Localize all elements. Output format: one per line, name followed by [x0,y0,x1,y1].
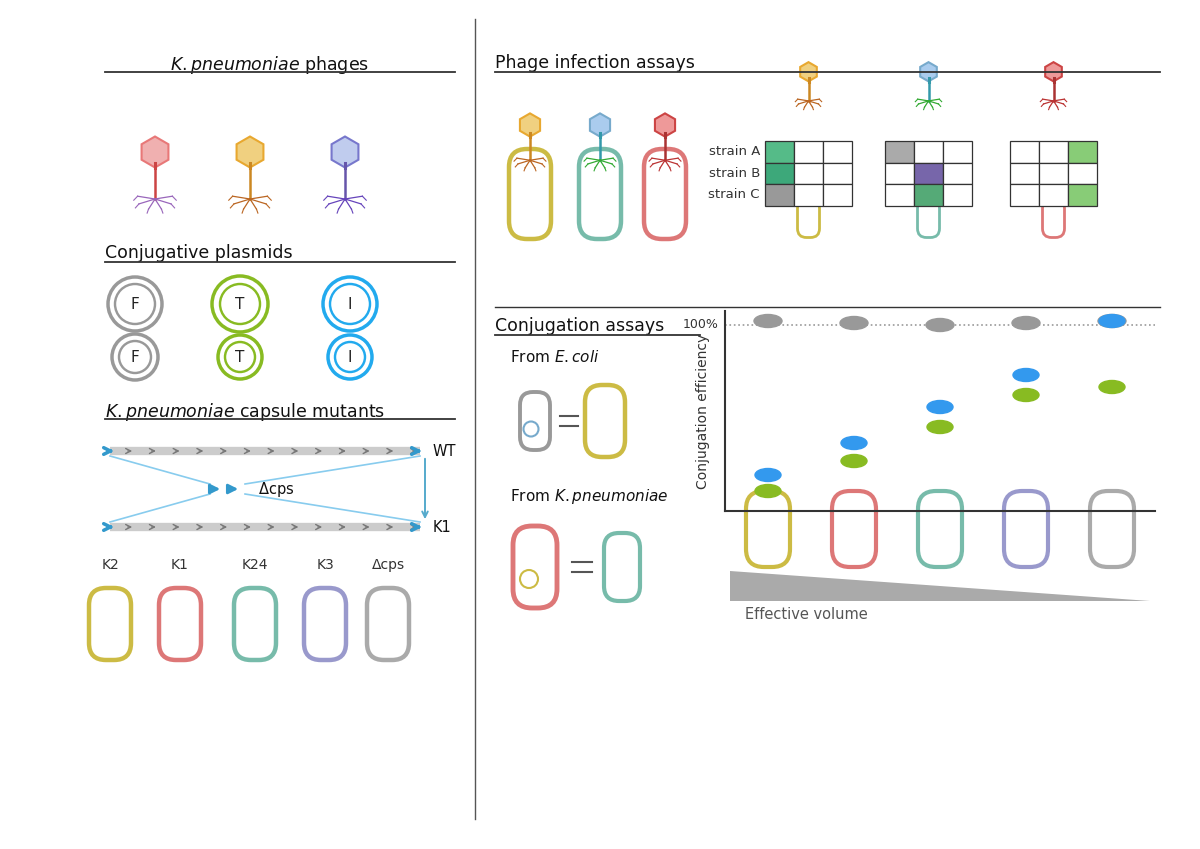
Text: From $\it{E. coli}$: From $\it{E. coli}$ [510,349,600,365]
Polygon shape [520,114,540,137]
Bar [823,141,852,162]
Text: strain B: strain B [709,166,760,180]
Ellipse shape [841,436,868,449]
Ellipse shape [755,469,781,481]
Bar [886,162,914,184]
FancyBboxPatch shape [1090,491,1134,567]
FancyBboxPatch shape [918,491,962,567]
Ellipse shape [1013,389,1039,402]
Polygon shape [236,137,264,167]
Text: K1: K1 [172,558,188,572]
Text: I: I [348,350,353,364]
FancyBboxPatch shape [604,533,640,601]
Bar [914,141,943,162]
FancyBboxPatch shape [746,491,790,567]
Bar [943,184,972,205]
Text: $\it{K. pneumoniae}$ phages: $\it{K. pneumoniae}$ phages [170,54,368,76]
Bar [823,162,852,184]
FancyBboxPatch shape [520,392,550,450]
FancyBboxPatch shape [918,200,940,238]
Bar [1039,162,1068,184]
Bar [794,184,823,205]
Ellipse shape [1099,380,1126,393]
Polygon shape [730,571,1150,601]
Text: strain C: strain C [708,188,760,201]
Text: K3: K3 [316,558,334,572]
Bar [1010,141,1039,162]
Bar [1010,184,1039,205]
Bar [1010,162,1039,184]
FancyBboxPatch shape [1004,491,1048,567]
Ellipse shape [754,314,782,328]
Bar [794,162,823,184]
Bar [823,184,852,205]
FancyBboxPatch shape [158,588,202,660]
Text: Conjugation efficiency: Conjugation efficiency [696,334,710,489]
Text: $\it{K. pneumoniae}$ capsule mutants: $\it{K. pneumoniae}$ capsule mutants [106,401,385,423]
FancyBboxPatch shape [586,385,625,457]
Text: 100%: 100% [683,318,719,331]
Bar [886,184,914,205]
FancyBboxPatch shape [304,588,346,660]
Bar [1039,141,1068,162]
Polygon shape [920,62,937,82]
FancyBboxPatch shape [1043,200,1064,238]
Text: Effective volume: Effective volume [745,607,868,622]
Bar [943,162,972,184]
FancyBboxPatch shape [234,588,276,660]
Text: T: T [235,350,245,364]
Text: Conjugative plasmids: Conjugative plasmids [106,244,293,262]
FancyBboxPatch shape [89,588,131,660]
Ellipse shape [926,318,954,331]
Text: From $\it{K. pneumoniae}$: From $\it{K. pneumoniae}$ [510,487,668,506]
Polygon shape [331,137,359,167]
Bar [794,141,823,162]
Bar [886,141,914,162]
Text: K24: K24 [241,558,269,572]
Ellipse shape [1012,317,1040,329]
Text: F: F [131,350,139,364]
Ellipse shape [755,485,781,498]
Ellipse shape [1099,314,1126,328]
Bar [943,141,972,162]
Polygon shape [1045,62,1062,82]
FancyBboxPatch shape [514,526,557,608]
Polygon shape [590,114,610,137]
Bar [766,162,794,184]
Polygon shape [142,137,168,167]
Ellipse shape [1098,314,1126,328]
Text: Δcps: Δcps [372,558,404,572]
FancyBboxPatch shape [509,149,551,239]
Bar [766,141,794,162]
Text: F: F [131,296,139,312]
Bar [914,184,943,205]
Bar [1068,184,1097,205]
FancyBboxPatch shape [798,200,820,238]
Text: $\Delta$cps: $\Delta$cps [258,480,294,498]
FancyBboxPatch shape [367,588,409,660]
Ellipse shape [928,420,953,434]
Ellipse shape [841,454,868,468]
FancyBboxPatch shape [644,149,686,239]
Ellipse shape [840,317,868,329]
Text: I: I [348,296,353,312]
Text: Phage infection assays: Phage infection assays [496,54,695,72]
Text: WT: WT [433,443,456,458]
Bar [1068,141,1097,162]
Text: strain A: strain A [709,145,760,158]
Text: T: T [235,296,245,312]
Bar [914,162,943,184]
Bar [1039,184,1068,205]
Polygon shape [800,62,817,82]
Text: K1: K1 [433,520,451,535]
Polygon shape [655,114,676,137]
Bar [1068,162,1097,184]
FancyBboxPatch shape [580,149,622,239]
Ellipse shape [928,401,953,413]
Text: Conjugation assays: Conjugation assays [496,317,665,335]
Bar [766,184,794,205]
Ellipse shape [1013,368,1039,381]
Text: K2: K2 [101,558,119,572]
FancyBboxPatch shape [832,491,876,567]
